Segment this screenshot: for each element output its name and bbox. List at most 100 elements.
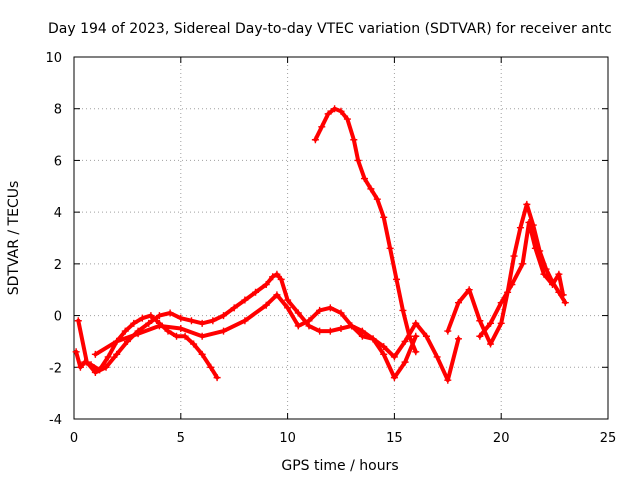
data-point (380, 213, 388, 221)
data-point (198, 350, 206, 358)
x-tick-label: 5 (177, 431, 185, 446)
data-point (369, 335, 377, 343)
data-point (422, 332, 430, 340)
data-point (548, 281, 556, 289)
x-axis-label: GPS time / hours (281, 458, 398, 474)
x-tick-label: 10 (279, 431, 296, 446)
data-point (367, 185, 375, 193)
data-point (390, 353, 398, 361)
data-point (305, 317, 313, 325)
data-point (454, 335, 462, 343)
data-point (476, 317, 484, 325)
data-point (198, 332, 206, 340)
data-point (121, 327, 129, 335)
data-point (373, 195, 381, 203)
y-tick-labels: -4 -2 0 2 4 6 8 10 (45, 51, 62, 428)
data-point (177, 325, 185, 332)
data-point (519, 260, 527, 268)
data-point (561, 299, 569, 307)
data-point (166, 309, 174, 317)
data-point (337, 309, 345, 317)
data-point (531, 244, 539, 252)
data-point (262, 281, 270, 289)
data-point (540, 270, 548, 278)
y-tick-label: 2 (54, 258, 62, 273)
data-point (213, 374, 221, 382)
data-point (220, 312, 228, 320)
data-point (76, 363, 84, 371)
data-point (358, 332, 366, 340)
data-point (337, 107, 345, 115)
data-point (134, 330, 142, 338)
data-point (525, 218, 533, 226)
data-point (350, 136, 358, 144)
data-point (252, 288, 260, 296)
data-point (145, 319, 153, 327)
data-point (277, 275, 285, 283)
data-point (497, 319, 505, 327)
x-tick-label: 25 (600, 431, 617, 446)
y-tick-label: 4 (54, 206, 62, 221)
data-point (390, 374, 398, 382)
x-tick-labels: 0 5 10 15 20 25 (70, 431, 616, 446)
data-point (316, 306, 324, 314)
data-point (241, 296, 249, 304)
data-point (138, 314, 146, 322)
data-point (173, 332, 181, 340)
series-arc-6 (476, 218, 567, 340)
data-point (465, 286, 473, 294)
data-point (487, 319, 495, 327)
data-point (508, 281, 516, 289)
data-point (318, 123, 326, 131)
y-tick-label: 6 (54, 154, 62, 169)
data-point (269, 273, 277, 281)
data-point (209, 317, 217, 325)
data-point (393, 275, 401, 283)
data-point (412, 348, 420, 356)
data-point (399, 306, 407, 314)
chart-title: Day 194 of 2023, Sidereal Day-to-day VTE… (48, 21, 612, 37)
data-point (294, 309, 302, 317)
data-point (294, 322, 302, 330)
x-tick-label: 20 (493, 431, 510, 446)
data-point (230, 304, 238, 312)
data-point (113, 350, 121, 358)
series-group (72, 105, 569, 384)
data-point (433, 353, 441, 361)
data-point (311, 136, 319, 144)
data-point (262, 301, 270, 309)
data-point (401, 337, 409, 345)
series-arc-3 (91, 291, 462, 384)
data-point (444, 376, 452, 384)
data-point (380, 343, 388, 351)
plot-frame (73, 56, 609, 420)
data-point (113, 337, 121, 345)
y-tick-label: 8 (54, 103, 62, 118)
data-point (207, 363, 215, 371)
y-tick-label: 10 (45, 51, 62, 66)
data-point (476, 332, 484, 340)
data-point (177, 314, 185, 322)
data-point (91, 350, 99, 358)
data-point (497, 299, 505, 307)
data-point (510, 252, 518, 260)
data-point (523, 200, 531, 208)
data-point (326, 327, 334, 335)
data-point (337, 325, 345, 332)
data-point (326, 304, 334, 312)
data-point (386, 244, 394, 252)
data-point (198, 319, 206, 327)
data-point (102, 363, 110, 371)
data-point (405, 332, 413, 340)
data-point (91, 368, 99, 376)
data-point (401, 358, 409, 366)
data-point (284, 296, 292, 304)
grid (74, 57, 608, 419)
data-point (284, 304, 292, 312)
data-point (273, 270, 281, 278)
data-point (454, 299, 462, 307)
y-tick-label: -2 (49, 361, 62, 376)
data-point (104, 353, 112, 361)
